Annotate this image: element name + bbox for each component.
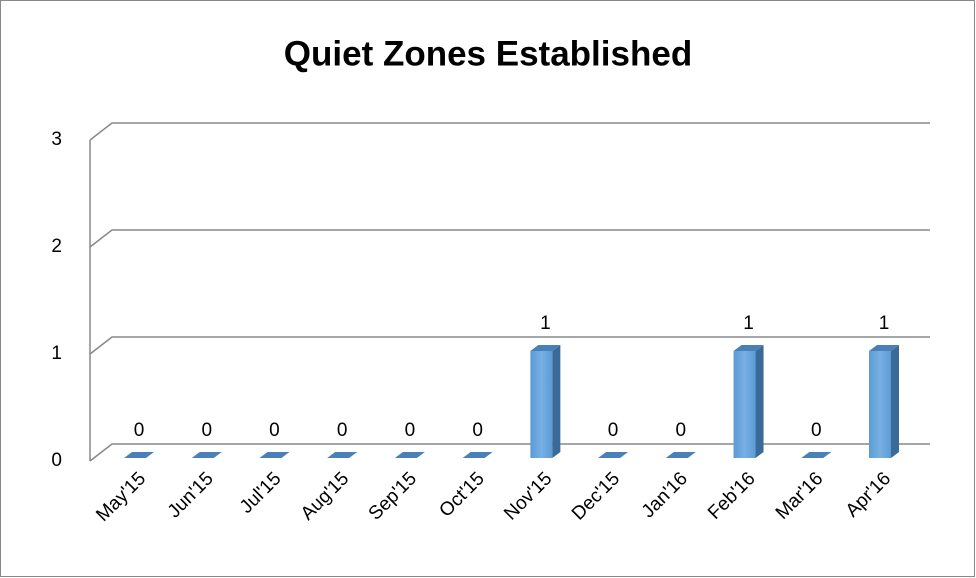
bar	[327, 452, 358, 458]
y-tick-label: 0	[51, 450, 62, 471]
data-label: 1	[540, 313, 551, 334]
bar-top	[124, 452, 154, 458]
bar	[801, 452, 832, 458]
data-label: 0	[472, 420, 483, 441]
chart-title: Quiet Zones Established	[284, 34, 692, 73]
bar-top	[327, 452, 358, 458]
bar-top	[462, 452, 493, 458]
bar	[191, 452, 222, 458]
bar-top	[530, 345, 561, 351]
data-label: 1	[879, 313, 890, 334]
bar	[733, 345, 764, 458]
bar-top	[733, 345, 764, 351]
bar	[869, 345, 899, 458]
bar-top	[259, 452, 290, 458]
data-label: 0	[405, 420, 416, 441]
bar-side	[891, 345, 899, 458]
data-label: 0	[676, 420, 687, 441]
bar-top	[665, 452, 696, 458]
bar	[530, 345, 561, 458]
bar	[665, 452, 696, 458]
data-label: 0	[337, 420, 348, 441]
data-label: 0	[608, 420, 619, 441]
bar-top	[598, 452, 629, 458]
data-label: 0	[201, 420, 212, 441]
grid-line	[89, 229, 930, 248]
y-tick-label: 3	[51, 129, 62, 150]
bar-top	[801, 452, 832, 458]
data-label: 0	[134, 420, 145, 441]
grid-line	[89, 122, 930, 141]
grid-line	[89, 336, 930, 355]
bar	[598, 452, 629, 458]
bar-top	[394, 452, 425, 458]
bar-side	[552, 345, 561, 458]
data-label: 1	[743, 313, 754, 334]
bar	[124, 452, 154, 458]
bar-top	[191, 452, 222, 458]
bar-front	[733, 351, 756, 458]
bar	[462, 452, 493, 458]
y-tick-label: 2	[51, 236, 62, 257]
bar-top	[869, 345, 899, 351]
data-label: 0	[269, 420, 280, 441]
grid-line	[89, 443, 930, 462]
data-label: 0	[811, 420, 822, 441]
bar-front	[869, 351, 891, 458]
bar	[394, 452, 425, 458]
y-tick-label: 1	[51, 343, 62, 364]
bar-front	[530, 351, 553, 458]
bar-side	[755, 345, 764, 458]
bar	[259, 452, 290, 458]
